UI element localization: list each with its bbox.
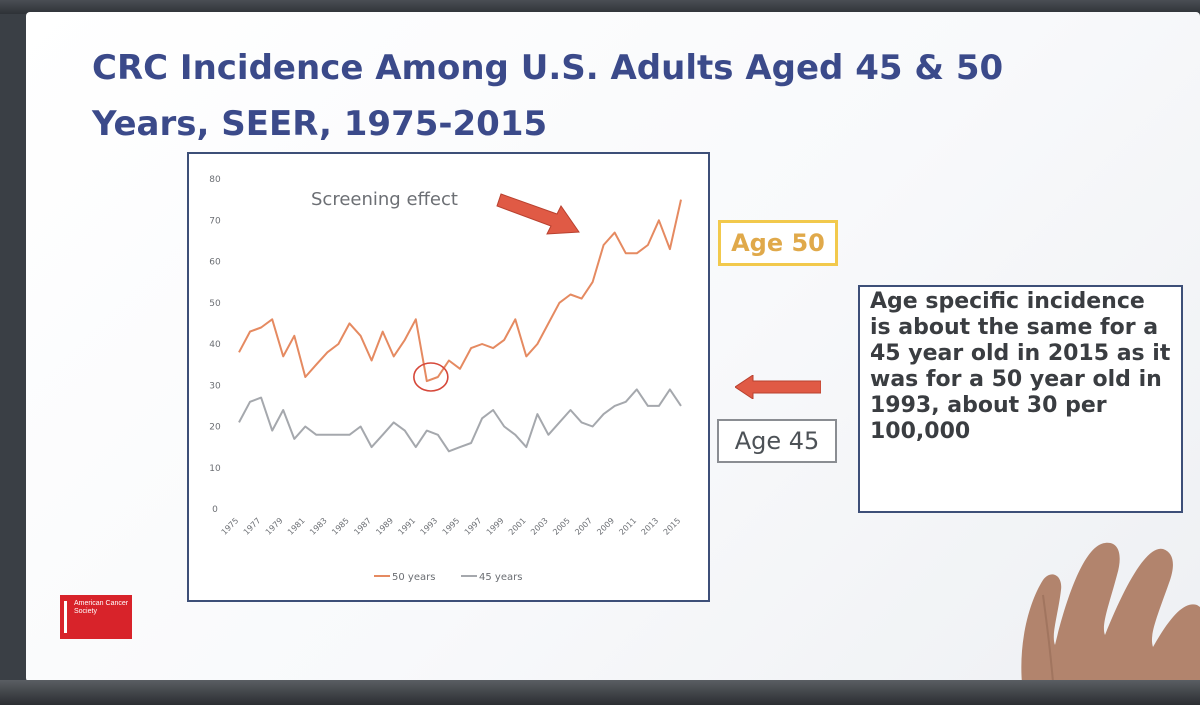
logo-text: American Cancer Society (74, 600, 129, 615)
projector-screen-edge (0, 0, 1200, 14)
x-tick-label: 2015 (662, 516, 683, 537)
x-tick-label: 1991 (396, 516, 417, 537)
x-tick-label: 1977 (242, 516, 263, 537)
screening-arrow-icon (496, 193, 580, 235)
x-tick-label: 1979 (264, 516, 285, 537)
sword-icon (64, 601, 67, 633)
slide-title: CRC Incidence Among U.S. Adults Aged 45 … (92, 48, 1004, 144)
y-tick-label: 80 (209, 175, 221, 185)
x-tick-label: 2007 (573, 516, 594, 537)
chart-series (238, 199, 682, 453)
x-tick-label: 1985 (330, 516, 351, 537)
x-tick-label: 2005 (551, 516, 572, 537)
y-tick-label: 30 (209, 381, 221, 391)
incidence-note: Age specific incidence is about the same… (858, 285, 1183, 513)
x-tick-label: 1983 (308, 516, 329, 537)
x-tick-label: 1997 (463, 516, 484, 537)
legend-label: 50 years (392, 572, 435, 583)
y-tick-label: 20 (209, 423, 221, 433)
series-line-45-years (238, 388, 682, 453)
left-arrow-icon (735, 375, 821, 399)
y-tick-label: 60 (209, 258, 221, 268)
chart-legend: 50 years 45 years (374, 572, 522, 583)
y-tick-label: 50 (209, 299, 221, 309)
x-tick-label: 2001 (507, 516, 528, 537)
american-cancer-society-logo: American Cancer Society (60, 595, 132, 639)
x-tick-label: 2009 (595, 516, 616, 537)
x-tick-label: 1995 (441, 516, 462, 537)
screen-bottom-edge (0, 680, 1200, 705)
x-tick-label: 1993 (419, 516, 440, 537)
y-tick-label: 40 (209, 340, 221, 350)
x-tick-label: 1987 (352, 516, 373, 537)
y-tick-label: 10 (209, 464, 221, 474)
series-line-50-years (238, 199, 682, 383)
x-tick-label: 2003 (529, 516, 550, 537)
line-chart: Screening effect 0 10 20 30 40 50 60 70 80 1975 19… (187, 152, 710, 602)
age-45-label: Age 45 (717, 419, 837, 463)
y-tick-label: 70 (209, 216, 221, 226)
x-tick-label: 1981 (286, 516, 307, 537)
x-tick-label: 1999 (485, 516, 506, 537)
x-tick-label: 1975 (220, 516, 241, 537)
age-50-label: Age 50 (718, 220, 838, 266)
x-tick-label: 1989 (374, 516, 395, 537)
highlight-circle (413, 362, 449, 392)
x-tick-label: 2013 (640, 516, 661, 537)
chart-annotation: Screening effect (311, 189, 458, 210)
y-tick-label: 0 (212, 505, 218, 515)
legend-label: 45 years (479, 572, 522, 583)
x-tick-label: 2011 (617, 516, 638, 537)
